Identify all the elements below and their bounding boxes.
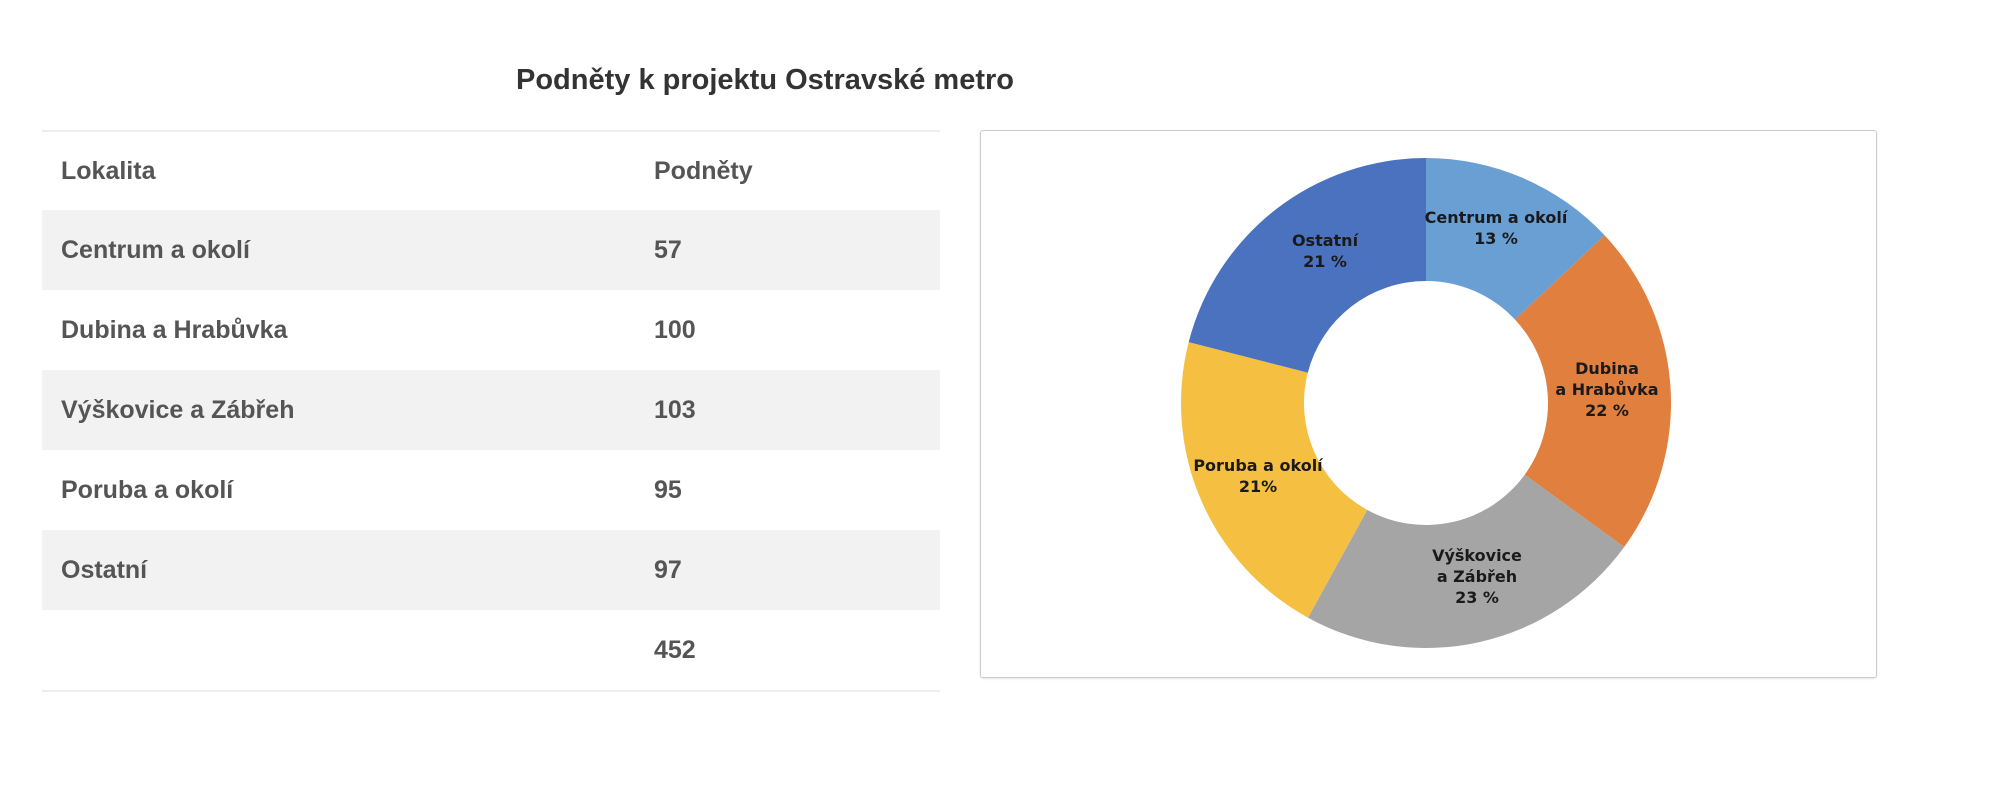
donut-slice [1514,235,1671,548]
cell-total: 452 [654,635,696,664]
slice-label: Poruba a okolí [1193,456,1324,475]
slice-label: a Hrabůvka [1555,380,1658,399]
cell-lokalita: Poruba a okolí [61,475,234,504]
slice-label: 23 % [1455,588,1499,607]
slice-label: Ostatní [1292,231,1360,250]
slice-label: 21% [1239,477,1277,496]
cell-podnety: 103 [654,370,940,450]
cell-podnety: 95 [654,475,682,504]
cell-lokalita: Dubina a Hrabůvka [61,315,288,344]
table-total-row: 452 [42,610,940,691]
donut-slice [1181,342,1368,618]
slice-label: 21 % [1303,252,1347,271]
table-row: Dubina a Hrabůvka 100 [42,290,940,370]
cell-lokalita: Výškovice a Zábřeh [42,370,654,450]
donut-slice [1307,474,1625,648]
cell-lokalita: Centrum a okolí [42,210,654,290]
slice-label: 13 % [1474,229,1518,248]
slice-label: Dubina [1575,359,1639,378]
chart-image-frame [980,130,1877,678]
cell-podnety: 97 [654,530,940,610]
table-row: Centrum a okolí 57 [42,210,940,290]
slice-label: 22 % [1585,401,1629,420]
table-row: Poruba a okolí 95 [42,450,940,530]
cell-podnety: 57 [654,210,940,290]
donut-slice [1426,158,1605,320]
cell-podnety: 100 [654,315,696,344]
data-table: Lokalita Podněty Centrum a okolí 57 Dubi… [42,130,940,692]
header-podnety: Podněty [654,156,753,185]
page-title: Podněty k projektu Ostravské metro [516,64,1014,96]
table-row: Výškovice a Zábřeh 103 [42,370,940,450]
header-lokalita: Lokalita [61,156,156,185]
slice-label: Výškovice [1432,546,1522,565]
table-header-row: Lokalita Podněty [42,131,940,210]
slice-label: a Zábřeh [1437,567,1517,586]
donut-slice [1188,158,1426,373]
slice-label: Centrum a okolí [1425,208,1569,227]
cell-lokalita: Ostatní [42,530,654,610]
table-row: Ostatní 97 [42,530,940,610]
